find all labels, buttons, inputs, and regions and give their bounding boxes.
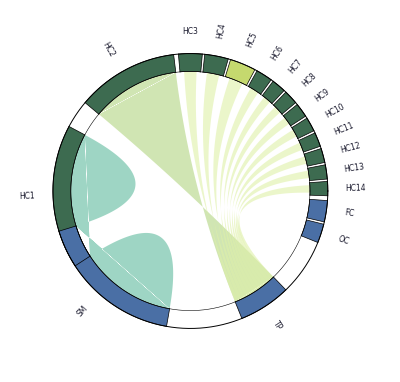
- Text: HC8: HC8: [301, 71, 318, 88]
- Polygon shape: [85, 55, 176, 114]
- Polygon shape: [59, 226, 170, 326]
- Polygon shape: [203, 73, 242, 300]
- Polygon shape: [220, 88, 258, 297]
- Polygon shape: [292, 118, 314, 139]
- Text: HC14: HC14: [346, 183, 366, 193]
- Text: HC13: HC13: [344, 162, 365, 174]
- Text: HC9: HC9: [313, 87, 332, 104]
- Polygon shape: [53, 126, 90, 266]
- Polygon shape: [307, 199, 328, 222]
- Polygon shape: [203, 54, 228, 76]
- Polygon shape: [232, 130, 297, 289]
- Polygon shape: [225, 60, 255, 86]
- Polygon shape: [227, 107, 280, 293]
- Polygon shape: [235, 277, 286, 319]
- Polygon shape: [301, 220, 324, 243]
- Text: FC: FC: [344, 208, 354, 219]
- Polygon shape: [304, 149, 325, 166]
- Text: HC12: HC12: [339, 141, 361, 155]
- Polygon shape: [184, 71, 239, 302]
- Polygon shape: [262, 81, 284, 104]
- Polygon shape: [99, 72, 274, 302]
- Text: HC4: HC4: [216, 22, 228, 39]
- Polygon shape: [299, 133, 320, 152]
- Polygon shape: [213, 78, 246, 299]
- Polygon shape: [283, 105, 306, 126]
- Text: SM: SM: [76, 303, 90, 318]
- Polygon shape: [274, 92, 296, 114]
- Text: TP: TP: [271, 319, 284, 332]
- Polygon shape: [178, 53, 202, 72]
- Text: OC: OC: [337, 235, 350, 247]
- Polygon shape: [71, 135, 173, 309]
- Polygon shape: [237, 171, 309, 282]
- Polygon shape: [224, 97, 270, 295]
- Polygon shape: [236, 157, 307, 285]
- Text: HC10: HC10: [324, 102, 346, 120]
- Text: HC11: HC11: [333, 121, 355, 137]
- Text: HC2: HC2: [101, 40, 117, 59]
- Polygon shape: [310, 181, 328, 196]
- Polygon shape: [238, 185, 310, 280]
- Text: HC3: HC3: [182, 27, 198, 36]
- Polygon shape: [248, 71, 271, 94]
- Polygon shape: [234, 143, 303, 287]
- Text: HC5: HC5: [244, 31, 259, 49]
- Text: HC1: HC1: [19, 192, 35, 201]
- Polygon shape: [230, 118, 289, 291]
- Text: HC7: HC7: [287, 57, 304, 75]
- Polygon shape: [308, 165, 327, 181]
- Text: HC6: HC6: [269, 44, 285, 62]
